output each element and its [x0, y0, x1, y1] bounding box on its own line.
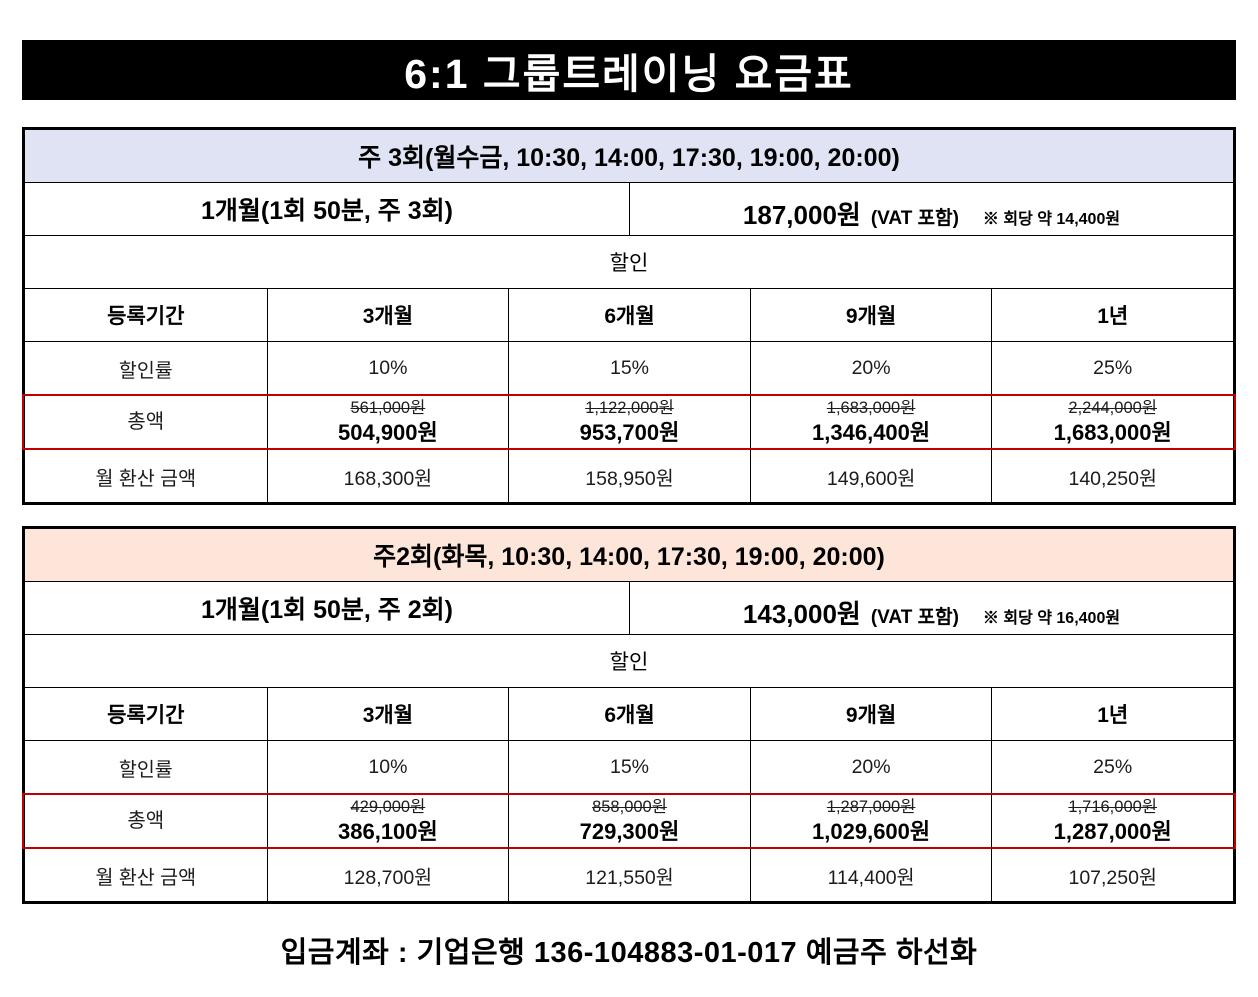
monthly-6m: 158,950원	[508, 450, 750, 502]
monthly-price-row: 월 환산 금액 168,300원 158,950원 149,600원 140,2…	[25, 450, 1233, 502]
base-price: 187,000원	[742, 200, 861, 230]
discounted-price-6m: 729,300원	[579, 818, 680, 844]
discount-rate-1y: 25%	[991, 741, 1233, 793]
monthly-price-row: 월 환산 금액 128,700원 121,550원 114,400원 107,2…	[25, 849, 1233, 901]
discount-rate-9m: 20%	[749, 741, 992, 793]
per-session-note: ※ 회당 약 16,400원	[982, 610, 1121, 627]
period-label: 등록기간	[107, 305, 185, 328]
discount-section-title: 할인	[609, 252, 649, 275]
total-3m: 429,000원 386,100원	[266, 793, 509, 849]
discount-rate-3m: 10%	[266, 342, 509, 394]
period-6m: 6개월	[508, 289, 750, 341]
period-9m: 9개월	[749, 688, 992, 740]
base-price-cell: 143,000원 (VAT 포함) ※ 회당 약 16,400원	[629, 582, 1233, 634]
monthly-label: 월 환산 금액	[95, 866, 197, 889]
monthly-1y: 140,250원	[991, 450, 1233, 502]
total-9m: 1,683,000원 1,346,400원	[749, 394, 992, 450]
total-6m: 858,000원 729,300원	[508, 793, 750, 849]
page-title: 6:1 그룹트레이닝 요금표	[404, 51, 854, 97]
monthly-3m: 168,300원	[266, 450, 509, 502]
schedule-header: 주2회(화목, 10:30, 14:00, 17:30, 19:00, 20:0…	[373, 543, 885, 571]
page: 6:1 그룹트레이닝 요금표 주 3회(월수금, 10:30, 14:00, 1…	[22, 40, 1236, 971]
base-price-row: 1개월(1회 50분, 주 2회) 143,000원 (VAT 포함) ※ 회당…	[25, 581, 1233, 634]
discount-rate-6m: 15%	[508, 342, 750, 394]
discount-section-row: 할인	[25, 634, 1233, 687]
discounted-price-3m: 386,100원	[338, 818, 438, 844]
period-6m: 6개월	[508, 688, 750, 740]
monthly-label: 월 환산 금액	[95, 467, 197, 490]
price-table-week3: 주 3회(월수금, 10:30, 14:00, 17:30, 19:00, 20…	[22, 127, 1236, 505]
price-table-week2: 주2회(화목, 10:30, 14:00, 17:30, 19:00, 20:0…	[22, 526, 1236, 904]
total-label: 총액	[127, 809, 165, 832]
discount-rate-label: 할인률	[118, 758, 173, 781]
discount-rate-3m: 10%	[266, 741, 509, 793]
period-header-row: 등록기간 3개월 6개월 9개월 1년	[25, 687, 1233, 740]
total-6m: 1,122,000원 953,700원	[508, 394, 750, 450]
original-price-9m: 1,683,000원	[826, 398, 916, 417]
original-price-1y: 1,716,000원	[1068, 797, 1157, 816]
monthly-6m: 121,550원	[508, 849, 750, 901]
discounted-price-6m: 953,700원	[579, 419, 680, 445]
monthly-3m: 128,700원	[266, 849, 509, 901]
original-price-1y: 2,244,000원	[1068, 398, 1157, 417]
discounted-price-1y: 1,287,000원	[1053, 818, 1172, 844]
schedule-header: 주 3회(월수금, 10:30, 14:00, 17:30, 19:00, 20…	[358, 144, 900, 172]
original-price-3m: 429,000원	[350, 797, 426, 816]
total-label: 총액	[127, 410, 165, 433]
monthly-9m: 114,400원	[749, 849, 992, 901]
title-banner: 6:1 그룹트레이닝 요금표	[22, 40, 1236, 100]
discount-section-title: 할인	[609, 651, 649, 674]
total-label-cell: 총액	[25, 793, 267, 849]
period-1y: 1년	[991, 688, 1233, 740]
period-3m: 3개월	[266, 688, 509, 740]
schedule-header-row: 주2회(화목, 10:30, 14:00, 17:30, 19:00, 20:0…	[25, 529, 1233, 581]
monthly-9m: 149,600원	[749, 450, 992, 502]
discounted-price-3m: 504,900원	[338, 419, 438, 445]
discount-rate-9m: 20%	[749, 342, 992, 394]
original-price-6m: 1,122,000원	[585, 398, 674, 417]
bank-account-info: 입금계좌 : 기업은행 136-104883-01-017 예금주 하선화	[280, 937, 978, 969]
base-price: 143,000원	[742, 599, 861, 629]
bank-account-footer: 입금계좌 : 기업은행 136-104883-01-017 예금주 하선화	[22, 929, 1236, 971]
discount-section-row: 할인	[25, 235, 1233, 288]
schedule-header-row: 주 3회(월수금, 10:30, 14:00, 17:30, 19:00, 20…	[25, 130, 1233, 182]
per-session-note: ※ 회당 약 14,400원	[982, 211, 1121, 228]
total-price-row: 총액 561,000원 504,900원 1,122,000원 953,700원…	[22, 394, 1236, 450]
total-1y: 2,244,000원 1,683,000원	[991, 394, 1233, 450]
discounted-price-9m: 1,346,400원	[812, 419, 931, 445]
period-header-row: 등록기간 3개월 6개월 9개월 1년	[25, 288, 1233, 341]
discount-rate-row: 할인률 10% 15% 20% 25%	[25, 341, 1233, 394]
original-price-9m: 1,287,000원	[826, 797, 916, 816]
discount-rate-6m: 15%	[508, 741, 750, 793]
base-price-row: 1개월(1회 50분, 주 3회) 187,000원 (VAT 포함) ※ 회당…	[25, 182, 1233, 235]
vat-note: (VAT 포함)	[870, 208, 959, 229]
total-price-row: 총액 429,000원 386,100원 858,000원 729,300원 1…	[22, 793, 1236, 849]
discounted-price-1y: 1,683,000원	[1053, 419, 1172, 445]
total-label-cell: 총액	[25, 394, 267, 450]
vat-note: (VAT 포함)	[870, 607, 959, 628]
period-1y: 1년	[991, 289, 1233, 341]
period-3m: 3개월	[266, 289, 509, 341]
total-9m: 1,287,000원 1,029,600원	[749, 793, 992, 849]
total-3m: 561,000원 504,900원	[266, 394, 509, 450]
discount-rate-row: 할인률 10% 15% 20% 25%	[25, 740, 1233, 793]
discount-rate-label: 할인률	[118, 359, 173, 382]
discounted-price-9m: 1,029,600원	[812, 818, 931, 844]
original-price-6m: 858,000원	[592, 797, 667, 816]
base-plan: 1개월(1회 50분, 주 2회)	[201, 596, 453, 624]
base-price-cell: 187,000원 (VAT 포함) ※ 회당 약 14,400원	[629, 183, 1233, 235]
monthly-1y: 107,250원	[991, 849, 1233, 901]
total-1y: 1,716,000원 1,287,000원	[991, 793, 1233, 849]
period-9m: 9개월	[749, 289, 992, 341]
base-plan: 1개월(1회 50분, 주 3회)	[201, 197, 453, 225]
original-price-3m: 561,000원	[350, 398, 426, 417]
discount-rate-1y: 25%	[991, 342, 1233, 394]
period-label: 등록기간	[107, 704, 185, 727]
